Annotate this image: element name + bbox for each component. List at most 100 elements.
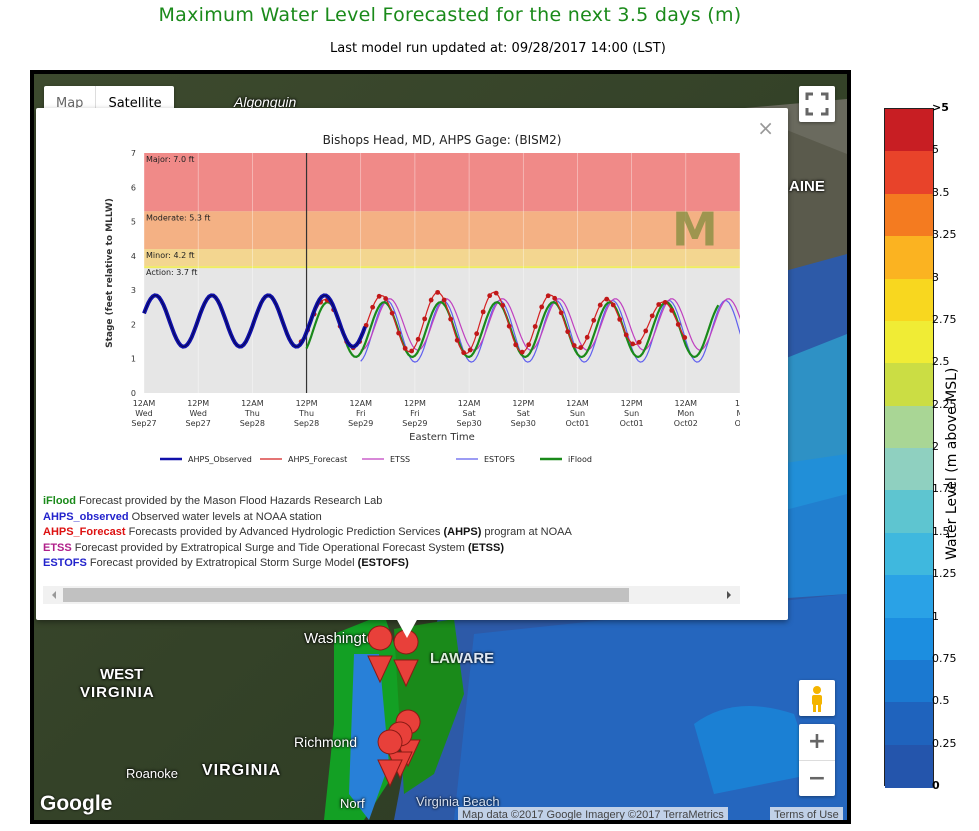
flood-stage-label: Major: 7.0 ft [146,155,194,164]
series-line-observed-outline [143,294,366,348]
x-tick-label: Wed [135,409,152,418]
street-view-pegman-button[interactable] [799,680,835,716]
forecast-point [435,289,441,295]
chart-title: Bishops Head, MD, AHPS Gage: (BISM2) [323,133,562,147]
x-tick-label: Sat [517,409,530,418]
x-tick-label: Thu [298,409,314,418]
colorbar-tick-label: 1.5 [932,524,950,538]
forecast-point [636,339,642,345]
fullscreen-icon [805,92,829,116]
colorbar-tick-label: 2.75 [932,312,957,326]
x-tick-label: Sep29 [402,419,427,428]
legend-line: ETSS Forecast provided by Extratropical … [43,541,504,554]
forecast-point [526,342,532,348]
map-type-satellite-button[interactable]: Satellite [95,86,173,122]
scrollbar-arrows [52,591,731,599]
forecast-point [578,345,584,350]
gauge-marker [367,625,393,684]
zoom-in-button[interactable]: + [807,729,827,754]
colorbar-swatch [885,744,933,788]
y-tick-label: 7 [131,149,136,158]
colorbar-tick-label: 0.5 [932,694,950,708]
forecast-point [480,309,486,315]
zoom-out-button[interactable]: − [799,760,835,797]
map-attribution: Map data ©2017 Google Imagery ©2017 Terr… [458,807,728,820]
y-tick-label: 1 [131,355,136,364]
colorbar-tick-label: 3.5 [932,185,950,199]
map-type-map-button[interactable]: Map [56,96,84,111]
forecast-point [493,290,499,296]
forecast-point [519,349,525,355]
map-markers [367,625,421,788]
horizontal-scrollbar[interactable] [43,586,740,604]
colorbar-swatch [885,490,933,534]
forecast-point [604,296,610,302]
forecast-point [591,317,597,323]
forecast-point [682,335,688,340]
scrollbar-thumb[interactable] [63,588,629,602]
forecast-point [565,329,571,335]
x-tick-label: 12PM [187,399,209,408]
x-tick-label: Sep28 [294,419,319,428]
forecast-point [584,334,590,340]
series-line-etss [360,298,740,351]
map-label-virginia-beach: Virginia Beach [416,794,500,809]
forecast-point [506,323,512,329]
x-tick-label: Sep27 [131,419,156,428]
x-tick-label: Sep28 [240,419,265,428]
forecast-point [415,336,421,342]
colorbar-tick-label: >5 [932,101,949,114]
fullscreen-button[interactable] [799,86,835,122]
forecast-point [441,297,447,303]
colorbar-tick-label: 1.75 [932,482,957,496]
chart-legend-label: AHPS_Observed [188,455,252,464]
page-title: Maximum Water Level Forecasted for the n… [158,4,742,26]
gmu-logo: M [672,203,718,257]
map-label-west: WEST [100,666,144,683]
info-window-pointer [396,618,418,638]
x-tick-label: 12 [735,399,740,408]
minor-flood-band [144,249,740,267]
forecast-point [532,324,538,329]
colorbar-tick-label: 0 [932,779,940,792]
forecast-point [649,313,655,319]
x-tick-label: Oct02 [674,419,698,428]
map-label-algonquin: Algonquin [234,94,297,110]
colorbar-swatch [885,575,933,618]
last-updated-text: Last model run updated at: 09/28/2017 14… [330,41,666,56]
forecast-point [454,337,460,343]
x-tick-label: 12AM [675,399,698,408]
colorbar-tick-label: 0.75 [932,651,957,665]
x-tick-label: Sep30 [456,419,481,428]
close-info-window-button[interactable]: × [757,116,774,140]
forecast-point [675,322,681,327]
forecast-point [448,316,454,322]
map-label-roanoke: Roanoke [126,766,179,781]
x-tick-label: 12AM [241,399,264,408]
chart-legend-label: iFlood [568,455,592,464]
map-label-washington: Washington [304,630,383,647]
legend-line-key: AHPS_observed [43,510,129,523]
legend-line: iFlood Forecast provided by the Mason Fl… [43,495,383,507]
colorbar-swatch [885,151,933,195]
colorbar-tick-label: 3 [932,270,939,284]
colorbar-tick-label: 1 [932,609,939,623]
colorbar-swatch [885,532,933,576]
colorbar-swatch [885,363,933,407]
x-tick-label: Oct01 [620,419,644,428]
map-label-richmond: Richmond [294,734,358,750]
major-flood-band [144,153,740,212]
forecast-point [376,293,382,299]
terms-of-use-link[interactable]: Terms of Use [770,807,843,820]
moderate-flood-band [144,211,740,249]
stage-forecast-chart: M Major: 7.0 ft Moderate: 5.3 ft Minor: 4.2… [105,133,740,464]
forecast-point [402,345,408,351]
legend-line-key: ETSS [43,541,72,554]
forecast-point [558,310,564,316]
x-tick-label: 12PM [404,399,426,408]
colorbar-swatch [885,236,933,279]
forecast-point [513,342,519,348]
chart-legend-label: ETSS [390,455,410,464]
x-tick-label: Wed [189,409,206,418]
water-level-colorbar [884,108,934,788]
